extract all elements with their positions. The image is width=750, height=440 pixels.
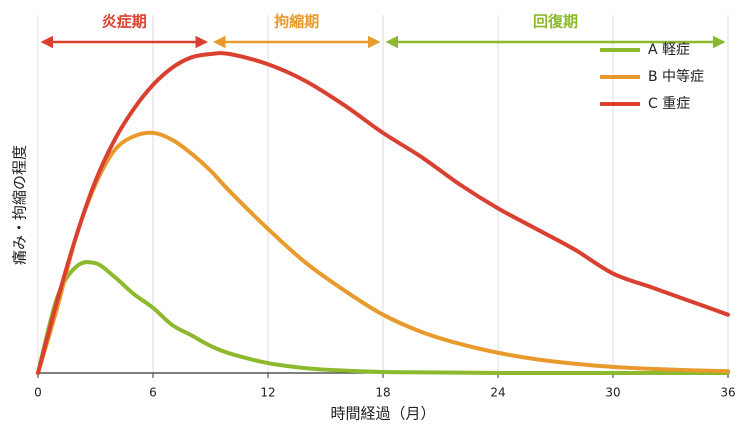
x-tick-label: 30: [605, 386, 620, 400]
phase-label: 拘縮期: [274, 13, 319, 31]
phase-label: 回復期: [533, 13, 578, 31]
line: [36, 260, 730, 376]
x-tick-label: 24: [490, 386, 505, 400]
phase-label: 炎症期: [102, 13, 147, 31]
y-axis-title: 痛み・拘縮の程度: [11, 145, 29, 265]
line: [36, 51, 730, 375]
legend-label: B 中等症: [648, 68, 704, 85]
x-tick-label: 12: [260, 386, 275, 400]
x-axis-title: 時間経過（月）: [330, 405, 435, 423]
x-tick-label: 18: [375, 386, 390, 400]
legend-label: A 軽症: [648, 42, 690, 58]
legend-label: C 重症: [648, 96, 690, 112]
x-tick-label: 36: [720, 386, 735, 400]
line: [36, 130, 730, 375]
x-tick-label: 0: [34, 386, 42, 400]
x-tick-label: 6: [149, 386, 157, 400]
